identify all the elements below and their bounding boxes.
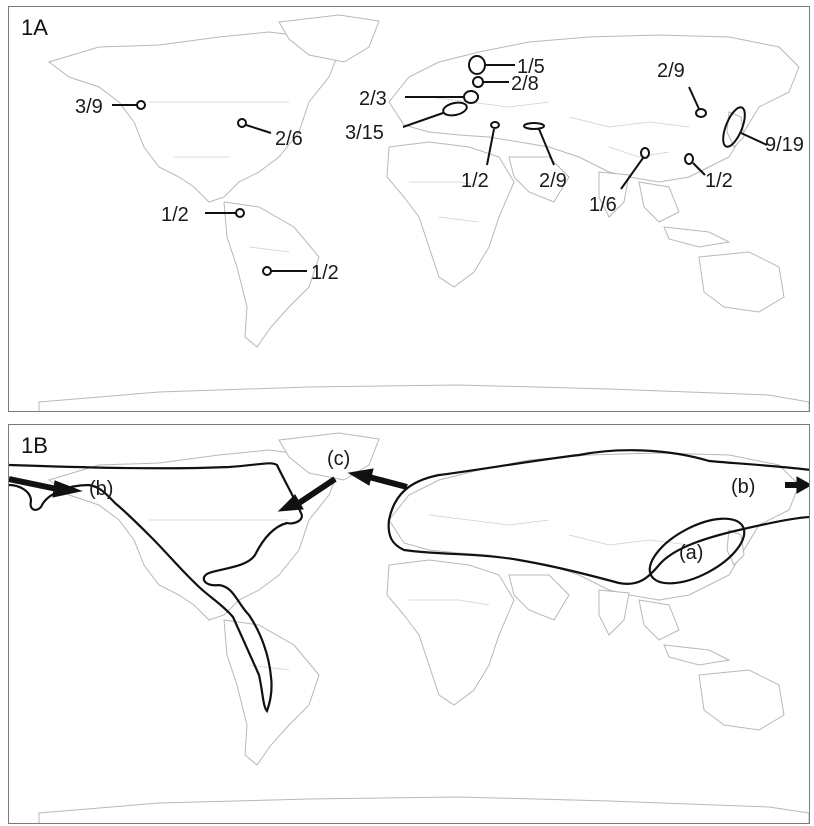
- arrow-c-to-america: [277, 476, 337, 512]
- world-basemap: [38, 432, 809, 823]
- site-marker: [237, 118, 247, 128]
- leader-line: [245, 124, 272, 134]
- site-label: 2/9: [657, 60, 685, 82]
- site-brazil: 1/2: [262, 262, 339, 284]
- site-ne-north-america: 2/6: [237, 118, 303, 150]
- site-marker: [722, 106, 746, 148]
- arrow-b-west: [9, 476, 83, 498]
- panel-label-1b: 1B: [21, 433, 48, 458]
- site-marker: [695, 108, 707, 118]
- arrow-c-from-europe: [347, 468, 408, 490]
- range-outline-a: [648, 517, 746, 585]
- site-korea: 2/9: [657, 60, 707, 118]
- range-outline-americas: [9, 462, 303, 714]
- map-1a: 3/9 2/6 1/2 1/2 1/5 2/8: [38, 14, 809, 411]
- site-scandinavia: 1/5: [468, 55, 545, 78]
- map-1b: (b) (b) (c) (a): [9, 432, 809, 823]
- site-marker: [490, 121, 500, 129]
- country-borders: [149, 96, 690, 253]
- site-label: 2/3: [359, 88, 387, 110]
- leader-line: [538, 128, 555, 166]
- arrow-b-east: [785, 476, 809, 494]
- leader-line: [620, 157, 644, 190]
- site-caucasus: 2/9: [523, 122, 567, 192]
- panel-1b: (b) (b) (c) (a) 1B: [8, 424, 810, 824]
- site-label: 1/6: [589, 194, 617, 216]
- site-label: 1/2: [311, 262, 339, 284]
- leader-line: [688, 86, 700, 110]
- site-baltic: 2/8: [472, 73, 539, 95]
- site-southern-china: 1/6: [589, 147, 650, 216]
- leader-line: [486, 128, 495, 166]
- site-turkey: 1/2: [461, 121, 500, 192]
- site-central-europe: 3/15: [345, 101, 468, 144]
- site-colombia: 1/2: [161, 204, 245, 226]
- site-label: 3/15: [345, 122, 384, 144]
- range-outline-eurasia: [387, 449, 809, 585]
- leader-line: [402, 112, 444, 128]
- site-marker: [684, 153, 694, 165]
- site-taiwan: 1/2: [684, 153, 733, 192]
- site-poland: 2/3: [359, 88, 479, 110]
- site-label: 2/9: [539, 170, 567, 192]
- site-label: 2/8: [511, 73, 539, 95]
- leader-line: [740, 132, 768, 146]
- site-japan: 9/19: [722, 106, 804, 156]
- site-marker: [523, 122, 545, 130]
- site-marker: [640, 147, 650, 159]
- site-label: 1/5: [517, 56, 545, 78]
- leader-line: [692, 162, 706, 176]
- region-label-a: (a): [679, 542, 703, 564]
- panel-1a: 3/9 2/6 1/2 1/2 1/5 2/8: [8, 6, 810, 412]
- site-marker: [442, 101, 468, 117]
- region-label-c: (c): [327, 448, 350, 470]
- site-label: 1/2: [705, 170, 733, 192]
- site-label: 1/2: [161, 204, 189, 226]
- panel-label-1a: 1A: [21, 15, 48, 40]
- region-label-b-west: (b): [89, 478, 113, 500]
- site-label: 1/2: [461, 170, 489, 192]
- site-label: 2/6: [275, 128, 303, 150]
- region-label-b-east: (b): [731, 476, 755, 498]
- site-label: 3/9: [75, 96, 103, 118]
- site-nw-north-america: 3/9: [75, 96, 146, 118]
- site-label: 9/19: [765, 134, 804, 156]
- world-basemap: [38, 14, 809, 411]
